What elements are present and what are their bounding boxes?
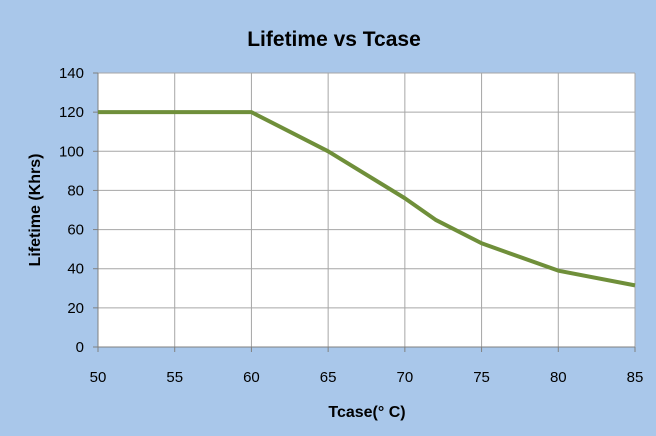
y-tick-label: 100 <box>59 143 84 160</box>
x-tick-label: 50 <box>90 369 107 386</box>
axes <box>93 72 636 352</box>
y-tick-label: 0 <box>76 339 84 356</box>
chart-title: Lifetime vs Tcase <box>247 28 421 51</box>
plot-area <box>98 73 635 347</box>
x-tick-label: 85 <box>627 369 644 386</box>
x-tick-label: 55 <box>166 369 183 386</box>
y-tick-label: 60 <box>67 222 84 239</box>
x-tick-label: 70 <box>397 369 414 386</box>
x-tick-label: 60 <box>243 369 260 386</box>
x-axis-title: Tcase(° C) <box>328 404 405 421</box>
y-axis-title: Lifetime (Khrs) <box>27 154 44 267</box>
tick-labels: 0 20 40 60 80 100 120 140 50 55 60 65 70 75 80 85 <box>59 65 643 386</box>
series-line-0 <box>98 110 636 288</box>
x-tick-label: 75 <box>473 369 490 386</box>
y-tick-label: 40 <box>67 261 84 278</box>
y-tick-label: 120 <box>59 104 84 121</box>
y-tick-label: 140 <box>59 65 84 82</box>
y-tick-label: 80 <box>67 182 84 199</box>
x-tick-label: 65 <box>320 369 337 386</box>
y-tick-label: 20 <box>67 300 84 317</box>
x-tick-label: 80 <box>550 369 567 386</box>
series-layer <box>98 110 636 288</box>
